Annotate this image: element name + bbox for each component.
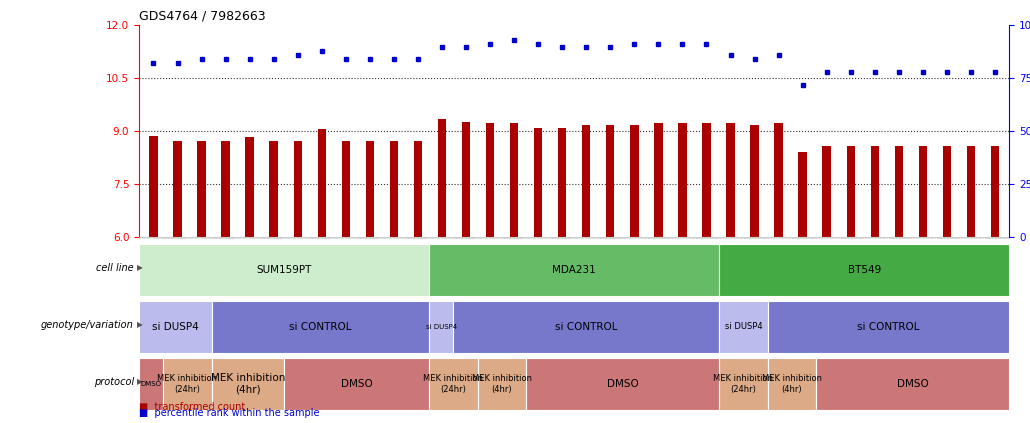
Bar (438, 119, 446, 237)
Text: genotype/variation: genotype/variation (41, 320, 134, 330)
Text: ■  percentile rank within the sample: ■ percentile rank within the sample (139, 408, 319, 418)
Bar (775, 124, 783, 237)
Bar (919, 146, 927, 237)
Bar (582, 125, 590, 237)
Text: DMSO: DMSO (607, 379, 639, 389)
Bar (510, 124, 518, 237)
Bar (823, 146, 831, 237)
Text: si DUSP4: si DUSP4 (725, 322, 762, 332)
Bar (750, 125, 759, 237)
Bar (534, 128, 543, 237)
Bar (270, 141, 278, 237)
Text: protocol: protocol (94, 377, 134, 387)
Text: MEK inhibition
(4hr): MEK inhibition (4hr) (472, 374, 531, 394)
Bar (198, 141, 206, 237)
Text: SUM159PT: SUM159PT (256, 265, 312, 275)
Bar (630, 125, 639, 237)
Bar (149, 137, 158, 237)
Text: si DUSP4: si DUSP4 (152, 322, 199, 332)
Bar (847, 146, 855, 237)
Text: si CONTROL: si CONTROL (289, 322, 351, 332)
Text: si CONTROL: si CONTROL (555, 322, 618, 332)
Text: DMSO: DMSO (897, 379, 929, 389)
Text: GDS4764 / 7982663: GDS4764 / 7982663 (139, 10, 266, 23)
Text: ▶: ▶ (137, 377, 143, 386)
Bar (702, 124, 711, 237)
Bar (486, 124, 494, 237)
Text: cell line: cell line (96, 263, 134, 272)
Bar (726, 124, 734, 237)
Bar (461, 122, 471, 237)
Bar (245, 137, 253, 237)
Bar (870, 146, 879, 237)
Bar (895, 146, 903, 237)
Text: MEK inhibition
(24hr): MEK inhibition (24hr) (714, 374, 774, 394)
Text: ■  transformed count: ■ transformed count (139, 402, 245, 412)
Bar (342, 141, 350, 237)
Text: DMSO: DMSO (141, 381, 162, 387)
Bar (221, 141, 230, 237)
Text: si CONTROL: si CONTROL (857, 322, 920, 332)
Text: MEK inhibition
(4hr): MEK inhibition (4hr) (762, 374, 822, 394)
Bar (942, 146, 951, 237)
Bar (173, 141, 181, 237)
Bar (654, 124, 662, 237)
Bar (294, 141, 302, 237)
Text: MEK inhibition
(24hr): MEK inhibition (24hr) (423, 374, 483, 394)
Bar (389, 141, 399, 237)
Text: ▶: ▶ (137, 320, 143, 329)
Bar (798, 151, 806, 237)
Bar (317, 129, 325, 237)
Text: MEK inhibition
(24hr): MEK inhibition (24hr) (158, 374, 217, 394)
Bar (414, 141, 422, 237)
Text: ▶: ▶ (137, 263, 143, 272)
Text: si DUSP4: si DUSP4 (425, 324, 457, 330)
Bar (991, 146, 999, 237)
Bar (366, 141, 374, 237)
Text: DMSO: DMSO (341, 379, 373, 389)
Bar (678, 124, 687, 237)
Bar (558, 128, 566, 237)
Bar (606, 125, 615, 237)
Bar (967, 146, 975, 237)
Text: MEK inhibition
(4hr): MEK inhibition (4hr) (211, 373, 285, 395)
Text: BT549: BT549 (848, 265, 881, 275)
Text: MDA231: MDA231 (552, 265, 596, 275)
